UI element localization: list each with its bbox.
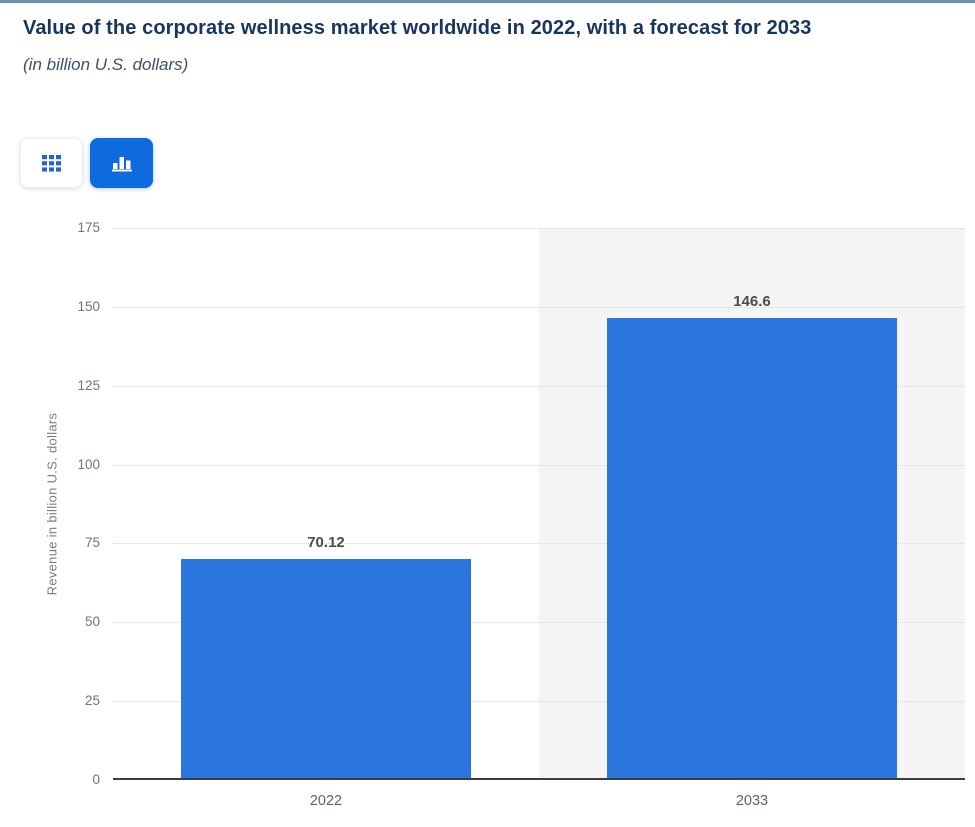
bar-2022[interactable] (181, 558, 471, 780)
page-top-border (0, 0, 975, 3)
x-tick-label: 2022 (309, 793, 343, 809)
gridline (113, 464, 965, 466)
x-tick-label: 2033 (735, 793, 769, 809)
gridline (113, 306, 965, 308)
y-tick-label: 100 (77, 456, 100, 472)
chart-subtitle: (in billion U.S. dollars) (23, 55, 189, 74)
gridline (113, 543, 965, 545)
bar-value-label: 70.12 (307, 533, 345, 551)
y-tick-label: 150 (77, 298, 100, 314)
bar-chart-icon (111, 154, 132, 172)
y-tick-label: 50 (84, 614, 100, 630)
bar-value-label: 146.6 (733, 292, 771, 310)
chart-view-button[interactable] (90, 138, 153, 188)
grid-icon (42, 154, 61, 172)
table-view-button[interactable] (20, 138, 83, 188)
gridline (113, 385, 965, 387)
bar-2033[interactable] (607, 317, 897, 780)
y-tick-label: 75 (84, 535, 100, 551)
bar-chart: Revenue in billion U.S. dollars 70.12 146… (0, 210, 975, 827)
gridline (113, 622, 965, 624)
y-tick-label: 0 (92, 772, 100, 787)
y-axis-title: Revenue in billion U.S. dollars (44, 412, 60, 596)
y-tick-label: 25 (84, 693, 100, 709)
gridline (113, 701, 965, 703)
gridline (113, 228, 965, 229)
y-tick-label: 175 (77, 220, 100, 235)
x-axis-line (113, 778, 965, 780)
chart-title: Value of the corporate wellness market w… (23, 17, 812, 39)
y-tick-label: 125 (77, 377, 100, 393)
view-toggle-toolbar (20, 138, 153, 188)
chart-header: Value of the corporate wellness market w… (23, 13, 953, 75)
plot-area: 70.12 146.6 (113, 228, 965, 780)
